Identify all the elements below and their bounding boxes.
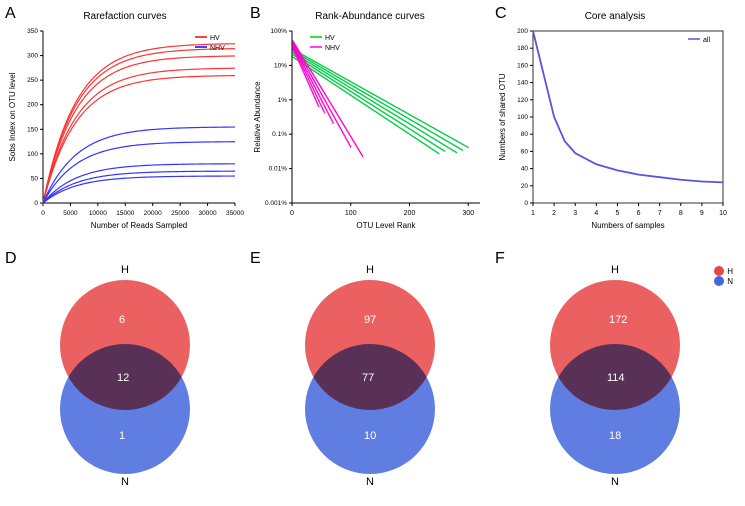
svg-text:20: 20 bbox=[521, 183, 529, 190]
svg-text:9: 9 bbox=[700, 210, 704, 217]
svg-text:40: 40 bbox=[521, 166, 529, 173]
venn-d: HN6121 bbox=[25, 262, 225, 482]
svg-text:0: 0 bbox=[290, 210, 294, 217]
panel-d: D HN6121 bbox=[5, 250, 245, 500]
panel-e: E HN977710 bbox=[250, 250, 490, 500]
svg-text:100: 100 bbox=[517, 114, 528, 121]
venn-circle-n bbox=[305, 344, 435, 474]
venn-legend-n: N bbox=[714, 276, 733, 286]
figure-container: A Rarefaction curves 0500010000150002000… bbox=[0, 0, 745, 506]
svg-text:NHV: NHV bbox=[210, 45, 225, 52]
svg-text:0.01%: 0.01% bbox=[269, 166, 288, 173]
svg-text:6: 6 bbox=[637, 210, 641, 217]
svg-text:20000: 20000 bbox=[144, 210, 162, 217]
legend-label-n: N bbox=[727, 277, 733, 286]
svg-text:300: 300 bbox=[462, 210, 474, 217]
svg-text:0: 0 bbox=[524, 200, 528, 207]
svg-text:all: all bbox=[703, 37, 710, 44]
venn-f: HN17211418 bbox=[515, 262, 715, 482]
svg-text:3: 3 bbox=[573, 210, 577, 217]
svg-text:7: 7 bbox=[658, 210, 662, 217]
svg-text:Numbers of samples: Numbers of samples bbox=[591, 221, 664, 230]
svg-text:250: 250 bbox=[27, 77, 38, 84]
venn-legend: H N bbox=[714, 266, 733, 286]
svg-text:140: 140 bbox=[517, 80, 528, 87]
svg-text:350: 350 bbox=[27, 28, 38, 35]
svg-text:0: 0 bbox=[34, 200, 38, 207]
svg-text:Relative Abundance: Relative Abundance bbox=[253, 81, 262, 153]
svg-text:0.1%: 0.1% bbox=[272, 131, 287, 138]
svg-text:10000: 10000 bbox=[89, 210, 107, 217]
svg-text:15000: 15000 bbox=[116, 210, 134, 217]
venn-e: HN977710 bbox=[270, 262, 470, 482]
svg-text:1: 1 bbox=[531, 210, 535, 217]
svg-text:NHV: NHV bbox=[325, 45, 340, 52]
svg-text:200: 200 bbox=[404, 210, 416, 217]
panel-c-title: Core analysis bbox=[495, 11, 735, 22]
svg-text:Sobs Index on OTU level: Sobs Index on OTU level bbox=[8, 72, 17, 161]
svg-text:200: 200 bbox=[517, 28, 528, 35]
svg-text:180: 180 bbox=[517, 45, 528, 52]
core-analysis-chart: 12345678910020406080100120140160180200Nu… bbox=[495, 23, 735, 233]
panel-b: B Rank-Abundance curves 01002003000.001%… bbox=[250, 5, 490, 235]
panel-f: F HN17211418 H N bbox=[495, 250, 735, 500]
svg-text:1%: 1% bbox=[278, 97, 288, 104]
svg-text:120: 120 bbox=[517, 97, 528, 104]
svg-text:Numbers of shared OTU: Numbers of shared OTU bbox=[498, 73, 507, 160]
svg-text:60: 60 bbox=[521, 148, 529, 155]
svg-text:100%: 100% bbox=[270, 28, 287, 35]
svg-text:5000: 5000 bbox=[63, 210, 78, 217]
svg-text:5: 5 bbox=[615, 210, 619, 217]
svg-text:25000: 25000 bbox=[171, 210, 189, 217]
svg-text:0.001%: 0.001% bbox=[265, 200, 287, 207]
svg-text:100: 100 bbox=[27, 151, 38, 158]
panel-e-label: E bbox=[250, 250, 261, 268]
svg-text:200: 200 bbox=[27, 102, 38, 109]
svg-text:160: 160 bbox=[517, 62, 528, 69]
svg-text:HV: HV bbox=[210, 35, 220, 42]
svg-text:0: 0 bbox=[41, 210, 45, 217]
svg-text:Number of Reads Sampled: Number of Reads Sampled bbox=[91, 221, 188, 230]
panel-c: C Core analysis 123456789100204060801001… bbox=[495, 5, 735, 235]
svg-text:8: 8 bbox=[679, 210, 683, 217]
svg-text:35000: 35000 bbox=[226, 210, 244, 217]
venn-circle-n bbox=[550, 344, 680, 474]
panel-a: A Rarefaction curves 0500010000150002000… bbox=[5, 5, 245, 235]
svg-text:HV: HV bbox=[325, 35, 335, 42]
legend-dot-n bbox=[714, 276, 724, 286]
svg-text:10: 10 bbox=[719, 210, 727, 217]
svg-text:80: 80 bbox=[521, 131, 529, 138]
svg-text:150: 150 bbox=[27, 126, 38, 133]
venn-circle-n bbox=[60, 344, 190, 474]
svg-text:100: 100 bbox=[345, 210, 357, 217]
rank-abundance-chart: 0 100 200 300 0.001% 0.01% 0.1% 1% 10% 100% OTU Le… bbox=[250, 23, 490, 233]
panel-f-label: F bbox=[495, 250, 505, 268]
panel-d-label: D bbox=[5, 250, 17, 268]
legend-dot-h bbox=[714, 266, 724, 276]
svg-text:50: 50 bbox=[31, 175, 39, 182]
venn-legend-h: H bbox=[714, 266, 733, 276]
panel-a-title: Rarefaction curves bbox=[5, 11, 245, 22]
panel-b-title: Rank-Abundance curves bbox=[250, 11, 490, 22]
svg-text:300: 300 bbox=[27, 53, 38, 60]
legend-label-h: H bbox=[727, 267, 733, 276]
svg-text:OTU Level Rank: OTU Level Rank bbox=[356, 221, 416, 230]
svg-text:4: 4 bbox=[594, 210, 598, 217]
svg-text:10%: 10% bbox=[274, 62, 287, 69]
svg-text:30000: 30000 bbox=[199, 210, 217, 217]
svg-text:2: 2 bbox=[552, 210, 556, 217]
rarefaction-chart: 0 5000 10000 15000 20000 25000 30000 35000 0 50 10… bbox=[5, 23, 245, 233]
